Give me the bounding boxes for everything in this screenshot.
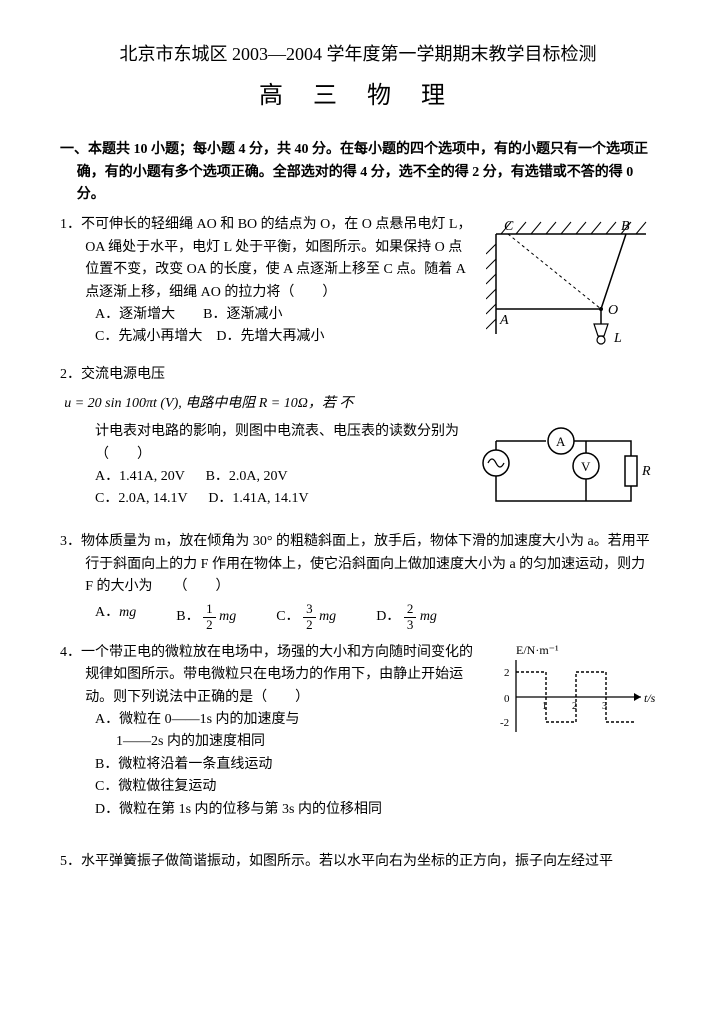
doc-title: 北京市东城区 2003—2004 学年度第一学期期末教学目标检测 xyxy=(60,40,656,69)
q4-ylabel: E/N·m⁻¹ xyxy=(516,643,559,657)
q3-opt-b: B． 12 mg xyxy=(176,602,236,632)
q4-xlabel: t/s xyxy=(644,691,656,705)
q1-label-a: A xyxy=(499,313,509,328)
question-5: 5．水平弹簧振子做简谐振动，如图所示。若以水平向右为坐标的正方向，振子向左经过平 xyxy=(60,851,656,873)
q2-ammeter-label: A xyxy=(556,434,566,449)
q1-opt-a: A．逐渐增大 xyxy=(95,307,175,322)
q2-r-label: R xyxy=(641,464,651,479)
q2-opt-c: C．2.0A, 14.1V xyxy=(95,491,187,506)
q4-xtick-3: 3 xyxy=(602,701,607,712)
q4-opt-a2: 1——2s 内的加速度相同 xyxy=(95,731,476,753)
q3-opt-d: D． 23 mg xyxy=(376,602,437,632)
q4-ytick-n2: -2 xyxy=(500,717,509,729)
section-1-heading: 一、本题共 10 小题；每小题 4 分，共 40 分。在每小题的四个选项中，有的… xyxy=(60,139,656,206)
q1-text: 1．不可伸长的轻细绳 AO 和 BO 的结点为 O，在 O 点悬吊电灯 L，OA… xyxy=(60,214,476,304)
q4-xtick-1: 1 xyxy=(542,701,547,712)
q1-label-b: B xyxy=(621,219,630,234)
q2-intro: 2．交流电源电压 xyxy=(60,364,656,386)
q2-opt-a: A．1.41A, 20V xyxy=(95,469,185,484)
q4-opt-b: B．微粒将沿着一条直线运动 xyxy=(95,754,476,776)
q1-label-o: O xyxy=(608,303,618,318)
q2-cont: 计电表对电路的影响，则图中电流表、电压表的读数分别为（ ） xyxy=(60,421,466,466)
q4-ytick-0: 0 xyxy=(504,693,510,705)
q1-opt-c: C．先减小再增大 xyxy=(95,329,202,344)
question-1: 1．不可伸长的轻细绳 AO 和 BO 的结点为 O，在 O 点悬吊电灯 L，OA… xyxy=(60,214,656,354)
q4-text: 4．一个带正电的微粒放在电场中，场强的大小和方向随时间变化的规律如图所示。带电微… xyxy=(60,642,476,709)
q1-label-l: L xyxy=(613,331,622,346)
q4-figure: E/N·m⁻¹ t/s 2 0 -2 1 2 3 xyxy=(486,642,656,752)
q4-opt-a: A．微粒在 0——1s 内的加速度与 xyxy=(95,709,476,731)
q5-text: 5．水平弹簧振子做简谐振动，如图所示。若以水平向右为坐标的正方向，振子向左经过平 xyxy=(60,851,656,873)
q4-xtick-2: 2 xyxy=(572,701,577,712)
question-2: 2．交流电源电压 u = 20 sin 100πt (V), 电路中电阻 R =… xyxy=(60,364,656,521)
q1-figure: C B O A L xyxy=(486,214,656,354)
q2-formula: u = 20 sin 100πt (V), 电路中电阻 R = 10Ω，若 不 xyxy=(60,393,656,415)
question-3: 3．物体质量为 m，放在倾角为 30° 的粗糙斜面上，放手后，物体下滑的加速度大… xyxy=(60,531,656,632)
q3-opt-c: C． 32 mg xyxy=(276,602,336,632)
q4-ytick-2: 2 xyxy=(504,667,510,679)
q1-opt-b: B．逐渐减小 xyxy=(203,307,282,322)
q2-opt-b: B．2.0A, 20V xyxy=(206,469,288,484)
doc-subtitle: 高 三 物 理 xyxy=(60,77,656,115)
q2-figure: A R V xyxy=(476,421,656,521)
q1-opt-d: D．先增大再减小 xyxy=(216,329,324,344)
q1-label-c: C xyxy=(504,219,514,234)
question-4: 4．一个带正电的微粒放在电场中，场强的大小和方向随时间变化的规律如图所示。带电微… xyxy=(60,642,656,821)
q2-opt-d: D．1.41A, 14.1V xyxy=(208,491,308,506)
q3-text: 3．物体质量为 m，放在倾角为 30° 的粗糙斜面上，放手后，物体下滑的加速度大… xyxy=(60,531,656,598)
q2-voltmeter-label: V xyxy=(581,459,591,474)
q3-opt-a: A．mg xyxy=(95,602,136,632)
q4-opt-c: C．微粒做往复运动 xyxy=(95,776,476,798)
q4-opt-d: D．微粒在第 1s 内的位移与第 3s 内的位移相同 xyxy=(95,799,476,821)
